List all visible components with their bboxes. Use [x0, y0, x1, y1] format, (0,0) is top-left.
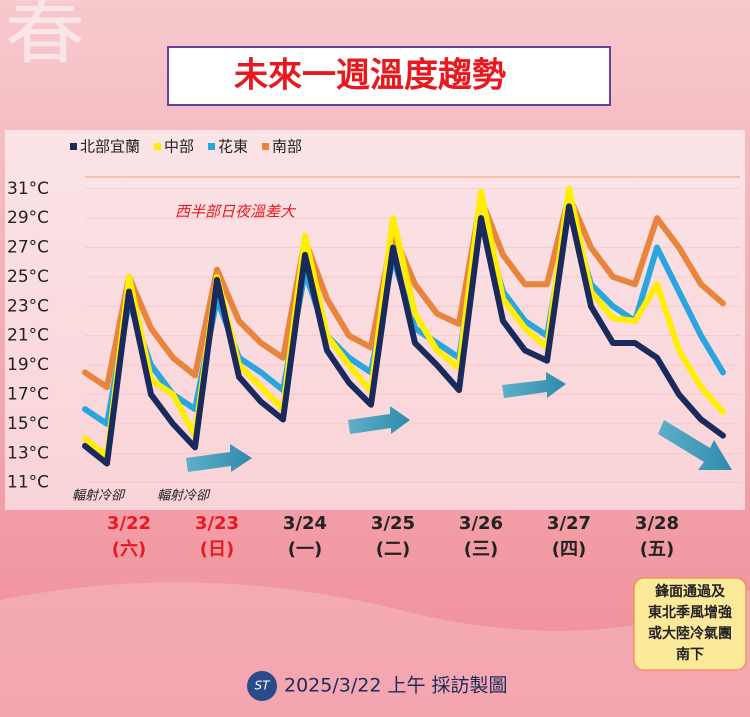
- callout-line: 東北季風增強: [648, 604, 732, 621]
- y-tick-label: 11°C: [7, 473, 49, 493]
- logo: [247, 671, 277, 701]
- legend-swatch: [262, 143, 270, 150]
- arrow: [502, 372, 566, 398]
- hill: [0, 582, 750, 717]
- footer: 2025/3/22 上午 採訪製圖: [284, 675, 508, 697]
- legend-label: 花東: [218, 138, 248, 156]
- x-tick-label: 3/24: [283, 513, 327, 534]
- logo-mark: ST: [255, 679, 272, 693]
- series-line: [82, 203, 726, 467]
- chart-title: 未來一週溫度趨勢: [234, 56, 506, 96]
- callout-box: [633, 577, 747, 671]
- x-tick-label: 3/26: [459, 513, 503, 534]
- callout-line: 鋒面通過及: [654, 583, 726, 600]
- y-tick-label: 15°C: [7, 414, 49, 434]
- title-box: [167, 46, 611, 106]
- x-tick-sublabel: (一): [288, 539, 322, 560]
- background-char: 春: [5, 0, 85, 75]
- legend-swatch: [208, 143, 216, 150]
- y-tick-label: 23°C: [7, 296, 49, 316]
- y-tick-label: 21°C: [7, 326, 49, 346]
- legend-swatch: [70, 143, 77, 150]
- y-tick-label: 29°C: [7, 208, 49, 228]
- annotation: 西半部日夜溫差大: [175, 203, 297, 221]
- y-tick-label: 25°C: [7, 267, 49, 287]
- x-tick-sublabel: (四): [552, 539, 586, 560]
- series-line: [82, 185, 726, 460]
- arrow: [658, 420, 732, 470]
- x-tick-sublabel: (日): [200, 539, 234, 560]
- arrow: [348, 406, 410, 434]
- y-tick-label: 17°C: [7, 384, 49, 404]
- y-tick-label: 31°C: [7, 179, 49, 199]
- legend-label: 中部: [164, 138, 194, 156]
- legend-label: 南部: [272, 138, 302, 156]
- legend-label: 北部宜蘭: [80, 138, 140, 156]
- y-tick-label: 19°C: [7, 355, 49, 375]
- x-tick-label: 3/25: [371, 513, 415, 534]
- y-tick-label: 27°C: [7, 238, 49, 258]
- arrow: [186, 444, 252, 472]
- legend-swatch: [154, 143, 162, 150]
- callout-line: 南下: [676, 646, 704, 663]
- y-tick-label: 13°C: [7, 443, 49, 463]
- x-tick-label: 3/28: [635, 513, 679, 534]
- note: 輻射冷卻: [72, 489, 126, 504]
- x-tick-label: 3/27: [547, 513, 591, 534]
- x-tick-sublabel: (二): [376, 539, 410, 560]
- callout-line: 或大陸冷氣團: [648, 625, 732, 642]
- x-tick-sublabel: (五): [640, 539, 674, 560]
- x-tick-sublabel: (六): [112, 538, 146, 560]
- note: 輻射冷卻: [157, 489, 211, 504]
- x-tick-sublabel: (三): [464, 539, 498, 560]
- x-tick-label: 3/22: [107, 513, 151, 534]
- x-tick-label: 3/23: [195, 513, 239, 534]
